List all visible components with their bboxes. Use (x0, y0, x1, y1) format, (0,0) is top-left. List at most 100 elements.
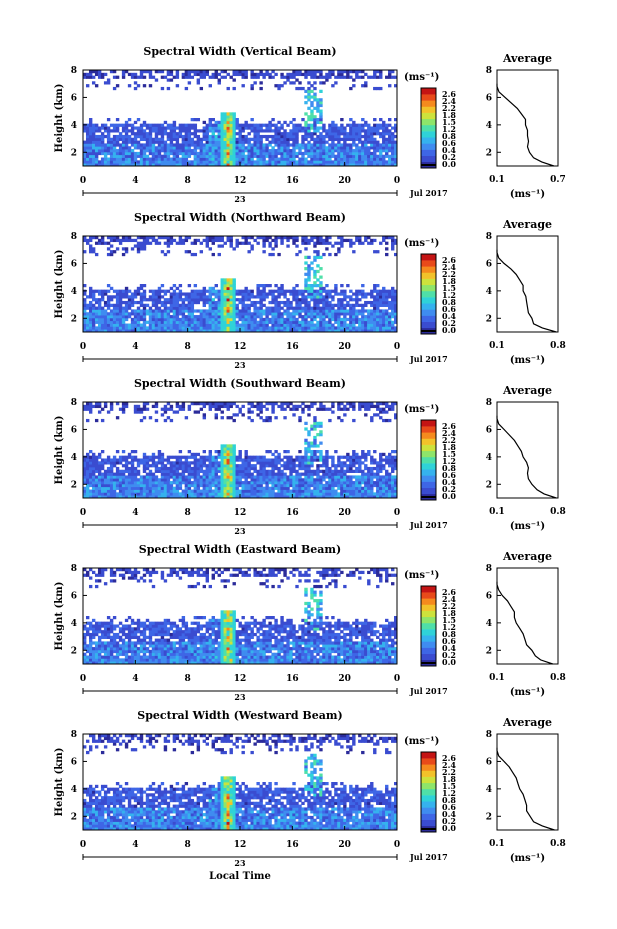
heatmap-cell (265, 486, 269, 490)
heatmap-cell (220, 317, 224, 322)
heatmap-cell (244, 466, 248, 471)
heatmap-cell (310, 146, 314, 150)
heatmap-cell (148, 315, 153, 319)
heatmap-cell (304, 481, 308, 485)
heatmap-cell (112, 472, 117, 476)
colorbar-tick-label: 0.0 (442, 159, 456, 169)
heatmap-cell (307, 267, 311, 271)
heatmap-cell (340, 236, 344, 240)
heatmap-cell (217, 495, 221, 499)
heatmap-cell (220, 289, 224, 293)
heatmap-cell (361, 306, 365, 310)
heatmap-cell (172, 478, 177, 482)
heatmap-cell (184, 295, 189, 299)
heatmap-cell (376, 75, 380, 79)
heatmap-cell (181, 241, 186, 245)
heatmap-cell (172, 323, 177, 327)
heatmap-cell (304, 149, 308, 153)
heatmap-cell (106, 306, 111, 310)
heatmap-cell (199, 402, 204, 406)
heatmap-cell (199, 289, 204, 293)
heatmap-cell (226, 452, 230, 457)
heatmap-cell (172, 315, 177, 319)
heatmap-cell (382, 126, 386, 130)
heatmap-cell (88, 492, 93, 496)
heatmap-cell (163, 146, 168, 150)
heatmap-cell (286, 244, 290, 248)
heatmap-cell (109, 483, 114, 488)
heatmap-cell (187, 151, 192, 156)
heatmap-cell (175, 132, 180, 136)
heatmap-cell (241, 492, 245, 496)
heatmap-cell (394, 123, 398, 127)
heatmap-cell (268, 326, 272, 330)
heatmap-cell (142, 317, 147, 322)
heatmap-cell (202, 458, 207, 462)
heatmap-cell (127, 329, 132, 333)
heatmap-cell (142, 244, 147, 248)
heatmap-cell (106, 298, 111, 302)
heatmap-cell (184, 143, 189, 147)
heatmap-cell (259, 303, 263, 307)
heatmap-cell (175, 404, 180, 409)
heatmap-cell (211, 252, 215, 257)
heatmap-cell (262, 298, 266, 302)
heatmap-cell (295, 252, 299, 257)
heatmap-cell (181, 72, 186, 77)
y-axis-label: Height (km) (54, 84, 65, 153)
heatmap-cell (361, 129, 365, 133)
heatmap-cell (124, 303, 129, 307)
heatmap-cell (307, 450, 311, 454)
heatmap-cell (88, 404, 93, 409)
heatmap-cell (163, 241, 168, 245)
heatmap-cell (238, 132, 242, 136)
heatmap-cell (127, 154, 132, 158)
heatmap-cell (241, 72, 245, 77)
heatmap-cell (349, 86, 353, 91)
heatmap-cell (382, 320, 386, 324)
heatmap-cell (304, 286, 308, 291)
heatmap-cell (184, 298, 189, 302)
heatmap-cell (169, 303, 174, 307)
heatmap-cell (190, 137, 195, 141)
heatmap-cell (262, 469, 266, 473)
heatmap-cell (259, 320, 263, 324)
heatmap-cell (148, 146, 153, 150)
heatmap-cell (100, 132, 105, 136)
heatmap-cell (292, 143, 296, 147)
heatmap-cell (385, 149, 389, 153)
heatmap-cell (241, 137, 245, 141)
heatmap-cell (226, 483, 230, 488)
heatmap-cell (295, 407, 299, 411)
heatmap-cell (193, 298, 198, 302)
heatmap-cell (310, 126, 314, 130)
heatmap-cell (115, 143, 120, 147)
heatmap-cell (313, 72, 317, 77)
heatmap-cell (232, 247, 236, 251)
heatmap-cell (115, 140, 120, 144)
heatmap-cell (139, 495, 144, 499)
heatmap-cell (121, 295, 126, 299)
heatmap-cell (112, 238, 117, 243)
heatmap-cell (244, 475, 248, 479)
heatmap-cell (280, 137, 284, 141)
heatmap-cell (277, 489, 281, 493)
heatmap-cell (274, 317, 278, 322)
heatmap-cell (301, 315, 305, 319)
heatmap-cell (250, 143, 254, 147)
heatmap-cell (193, 326, 198, 330)
heatmap-cell (310, 495, 314, 499)
heatmap-cell (376, 129, 380, 133)
heatmap-cell (223, 132, 227, 136)
heatmap-cell (361, 154, 365, 158)
heatmap-cell (337, 292, 341, 296)
heatmap-cell (226, 236, 230, 240)
heatmap-cell (355, 129, 359, 133)
heatmap-cell (340, 75, 344, 79)
heatmap-cell (94, 402, 99, 406)
heatmap-cell (139, 151, 144, 156)
heatmap-cell (358, 329, 362, 333)
heatmap-cell (268, 149, 272, 153)
colorbar-swatch (421, 124, 436, 132)
heatmap-cell (388, 154, 392, 158)
